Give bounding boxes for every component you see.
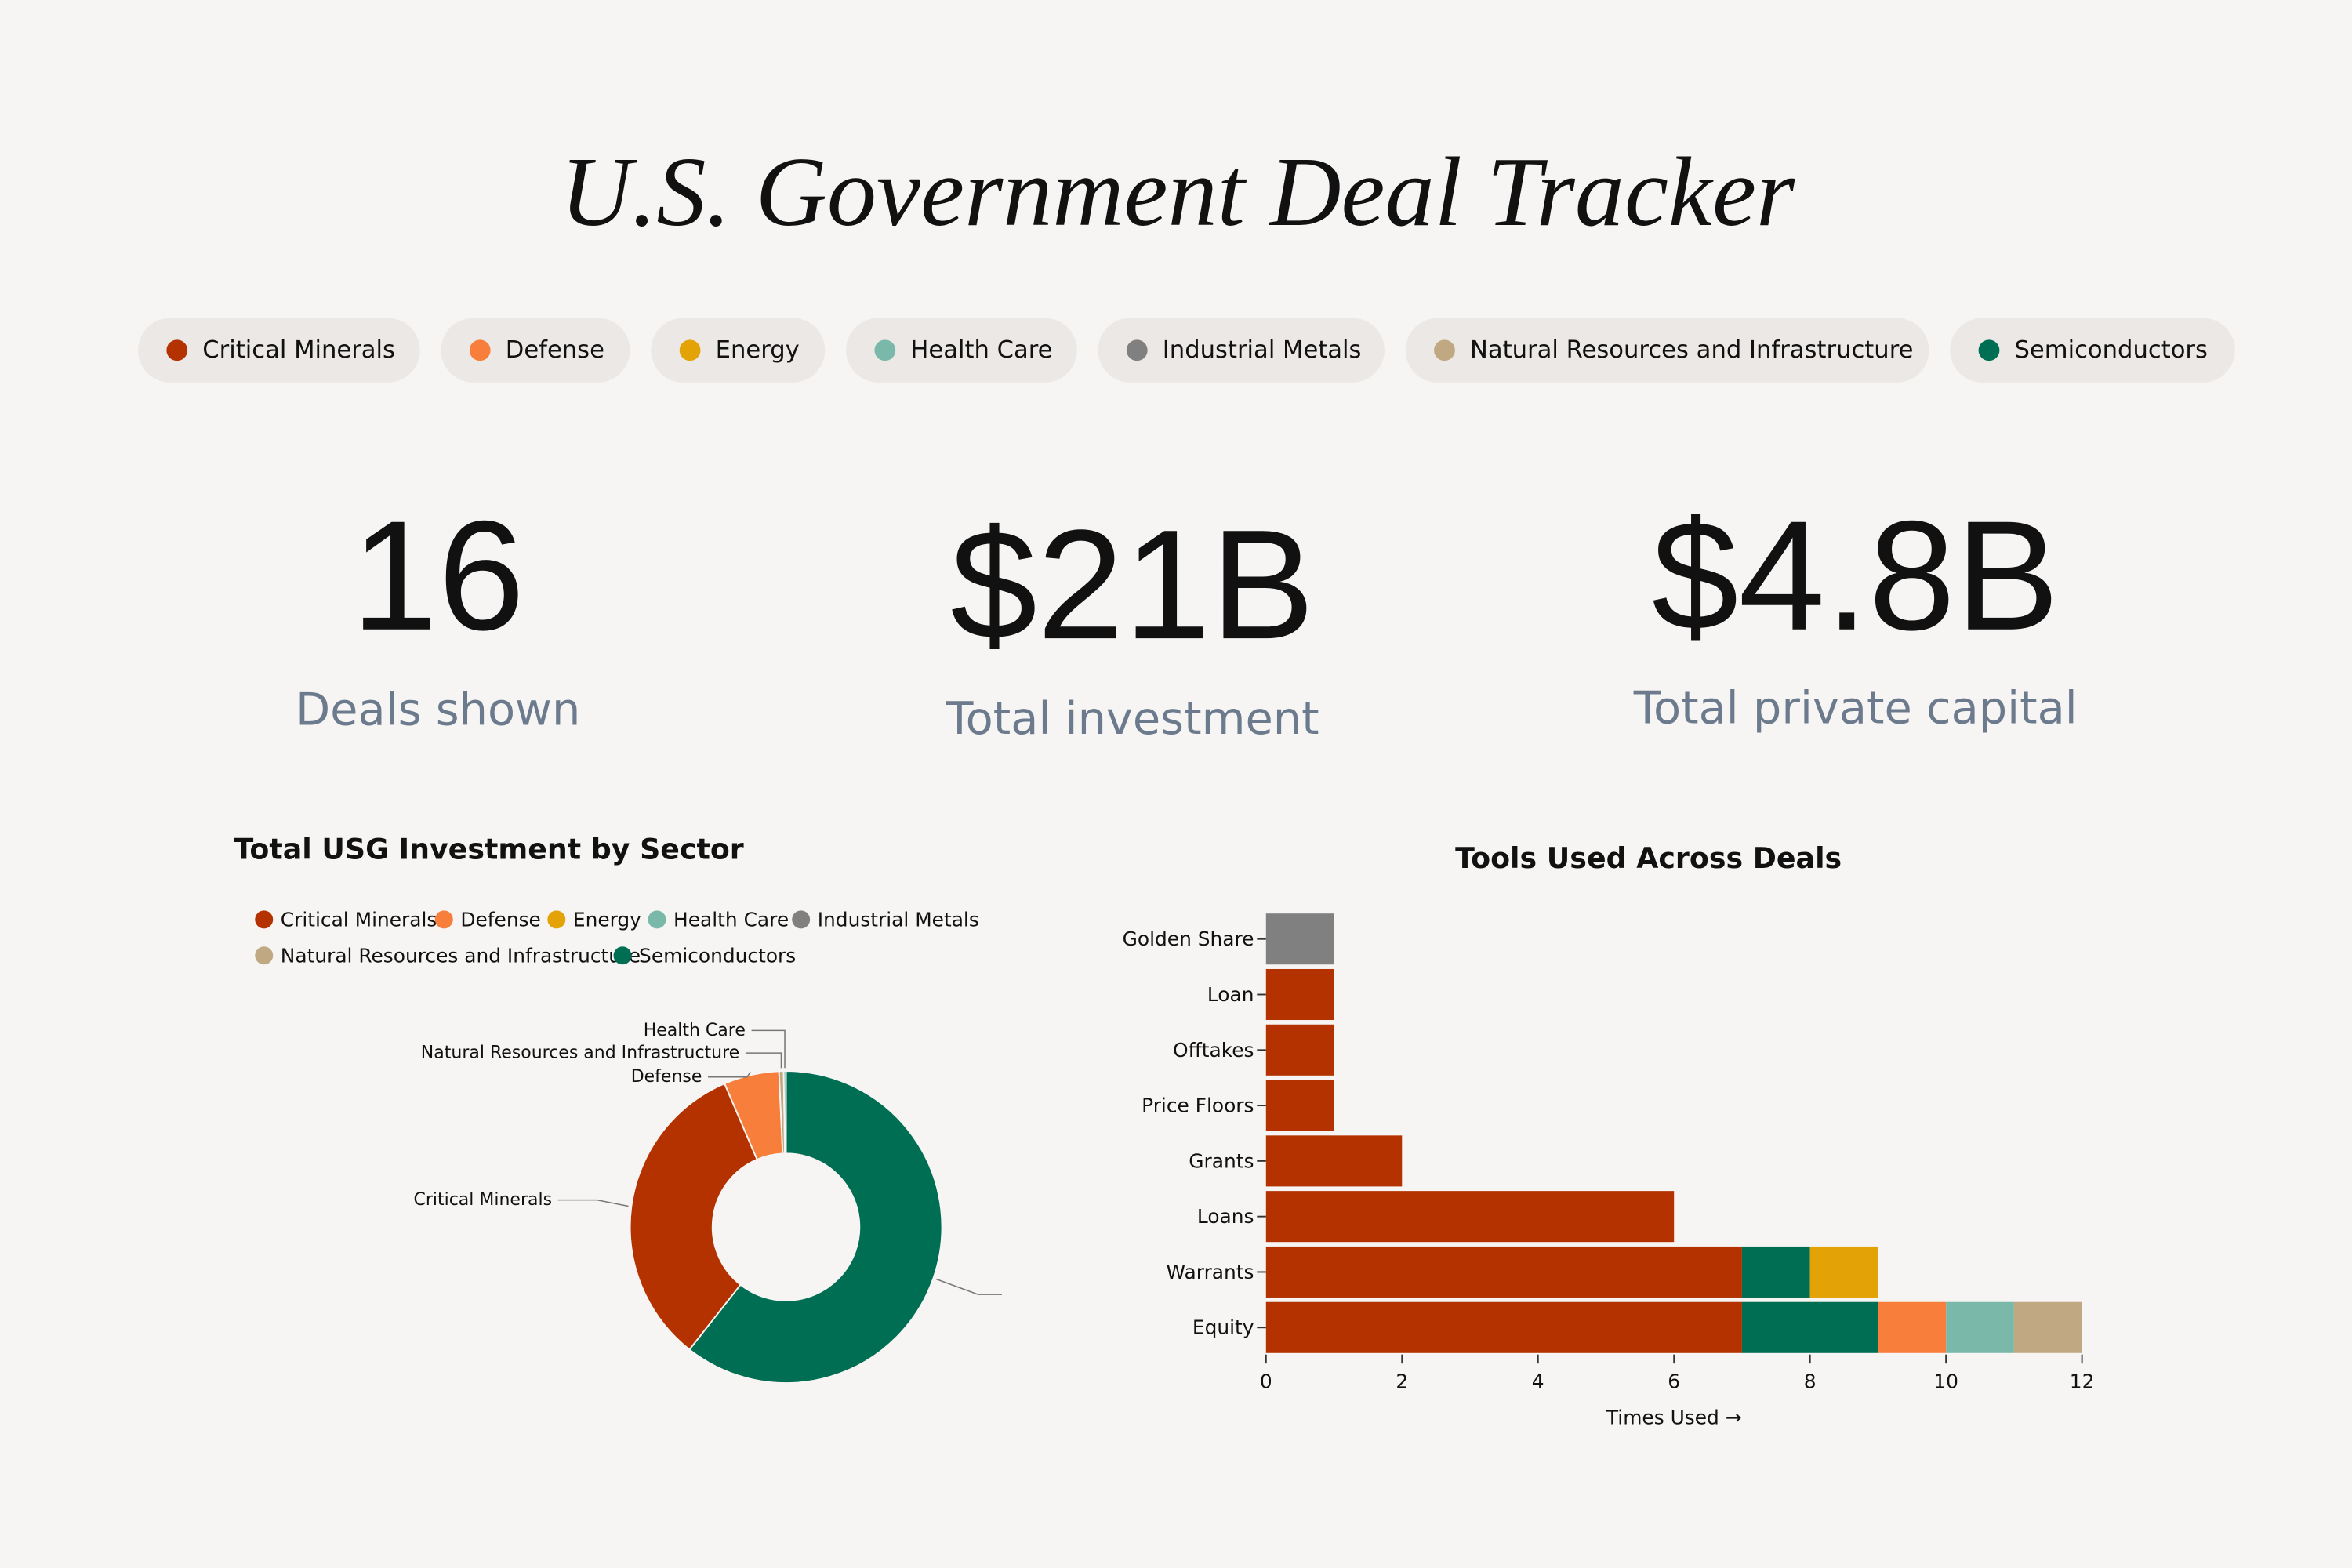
x-tick-label: 8 [1804,1370,1817,1393]
pill-dot [1978,339,2000,361]
pill-bg [441,318,630,383]
kpi-label: Deals shown [296,683,580,735]
pill-label: Natural Resources and Infrastructure [1470,336,1913,364]
bar-segment [1265,968,1334,1021]
bar-segment [1265,1024,1334,1076]
filter-pill[interactable]: Natural Resources and Infrastructure [1405,318,1929,383]
legend-swatch [613,946,632,965]
filter-pill[interactable]: Industrial Metals [1098,318,1385,383]
chart-title: Total USG Investment by Sector [234,832,743,866]
legend-label: Critical Minerals [281,908,437,931]
bar-segment [1265,1246,1742,1298]
bar-segment [1878,1301,1947,1353]
donut-slice [629,1082,758,1351]
pill-dot [1434,339,1455,361]
pill-label: Energy [716,336,800,364]
pill-label: Semiconductors [2015,336,2208,364]
pill-dot [679,339,701,361]
legend-label: Defense [460,908,540,931]
filter-pill[interactable]: Semiconductors [1950,318,2235,383]
bar-segment [1741,1301,1878,1353]
pill-label: Industrial Metals [1163,336,1362,364]
filter-pill[interactable]: Defense [441,318,630,383]
pill-dot [1126,339,1148,361]
legend-swatch [255,946,274,965]
x-tick-label: 6 [1668,1370,1680,1393]
bar-segment [2013,1301,2082,1353]
page-title: U.S. Government Deal Tracker [561,137,1795,247]
y-tick-label: Golden Share [1123,927,1254,950]
pill-bg [1405,318,1929,383]
legend-swatch [792,910,811,929]
y-tick-label: Offtakes [1173,1039,1254,1062]
pill-bg [1098,318,1385,383]
legend-label: Natural Resources and Infrastructure [281,944,641,967]
callout-line [745,1052,782,1069]
x-tick-label: 2 [1396,1370,1408,1393]
x-tick-label: 12 [2070,1370,2095,1393]
donut-chart: Semiconductors Critical Minerals Defense Na… [413,1021,1147,1384]
legend-label: Industrial Metals [818,908,979,931]
bar-segment [1265,1191,1675,1243]
y-tick-label: Loans [1197,1205,1254,1228]
bar-segment [1265,913,1334,965]
x-tick-label: 4 [1532,1370,1544,1393]
bar-segment [1265,1135,1403,1187]
y-tick-label: Grants [1189,1149,1254,1172]
chart-title: Tools Used Across Deals [1455,841,1842,875]
kpi-value: $4.8B [1652,489,2060,663]
pill-bg [651,318,826,383]
y-tick-label: Equity [1192,1316,1254,1339]
bar-segment [1946,1301,2014,1353]
legend-label: Health Care [673,908,789,931]
bar-segment [1265,1301,1742,1353]
callout-line [751,1029,786,1069]
pill-label: Critical Minerals [202,336,395,364]
pill-bg [846,318,1077,383]
kpi-label: Total investment [945,692,1319,745]
callout-line [708,1071,751,1078]
pill-label: Defense [506,336,604,364]
bar-segment [1741,1246,1810,1298]
donut-slice [782,1070,787,1155]
callout-line [935,1278,1003,1295]
callout-label: Natural Resources and Infrastructure [421,1044,739,1063]
pill-dot [469,339,491,361]
y-tick-label: Loan [1207,983,1254,1006]
y-tick-label: Warrants [1167,1261,1254,1283]
callout-label: Critical Minerals [413,1190,552,1210]
filter-pill[interactable]: Energy [651,318,826,383]
pill-bg [138,318,420,383]
donut-slice [688,1070,943,1384]
filter-pill[interactable]: Critical Minerals [138,318,420,383]
pill-dot [874,339,896,361]
legend-swatch [547,910,566,929]
callout-label: Semiconductors [1008,1285,1147,1305]
bar-segment [1809,1246,1878,1298]
filter-pill[interactable]: Health Care [846,318,1077,383]
callout-line [557,1199,629,1207]
kpi-value: 16 [351,489,524,663]
legend-label: Semiconductors [639,944,796,967]
y-tick-label: Price Floors [1142,1094,1254,1117]
legend-label: Energy [573,908,641,931]
pill-dot [166,339,188,361]
kpi-label: Total private capital [1633,682,2078,735]
pill-bg [1950,318,2235,383]
legend-swatch [648,910,666,929]
callout-label: Health Care [644,1021,746,1040]
kpi-value: $21B [950,498,1315,672]
x-tick-label: 10 [1933,1370,1958,1393]
callout-label: Defense [631,1067,702,1087]
pill-label: Health Care [910,336,1052,364]
legend-swatch [434,910,453,929]
bar-segment [1265,1080,1334,1131]
legend-swatch [255,910,274,929]
x-tick-label: 0 [1260,1370,1272,1393]
x-axis-label: Times Used → [1606,1406,1742,1429]
